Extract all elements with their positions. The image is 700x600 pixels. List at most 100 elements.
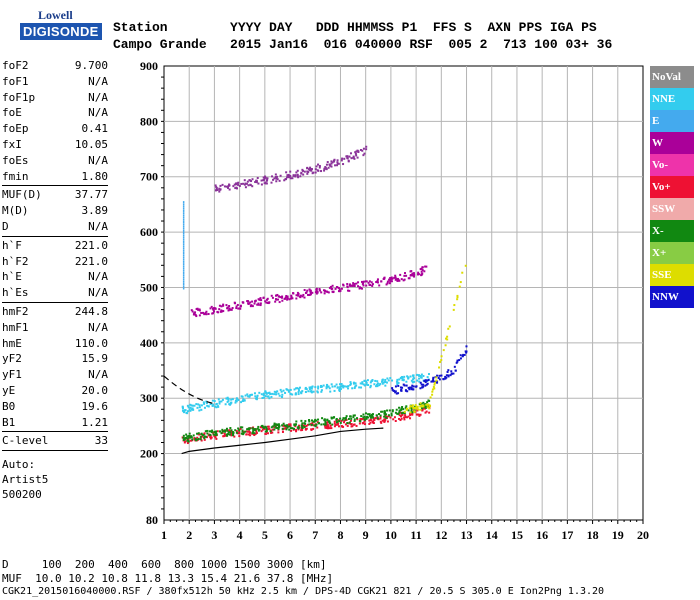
trace-point (285, 388, 288, 391)
trace-point (388, 282, 391, 285)
trace-point (221, 430, 224, 433)
param-name: D (2, 219, 9, 233)
trace-point (329, 390, 332, 393)
trace-point (315, 423, 318, 426)
trace-point (391, 379, 394, 382)
digisonde-logo: Lowell DIGISONDE (8, 4, 106, 48)
trace-point (233, 183, 236, 186)
trace-point (328, 286, 331, 289)
param-row: yE 20.0 (2, 383, 108, 399)
trace-point (368, 413, 371, 416)
trace-point (336, 420, 339, 423)
trace-point (182, 434, 185, 437)
trace-point (227, 399, 230, 402)
trace-point (338, 420, 341, 423)
trace-point (289, 392, 292, 395)
trace-point (314, 291, 317, 294)
trace-point (365, 417, 368, 420)
trace-point (243, 179, 246, 182)
spike-point (182, 254, 185, 257)
trace-point (362, 284, 365, 287)
trace-point (346, 282, 349, 285)
trace-point (354, 151, 357, 154)
trace-point (390, 412, 393, 415)
trace-point (383, 277, 386, 280)
trace-point (464, 350, 467, 353)
y-tick-label: 200 (140, 447, 158, 461)
trace-point (389, 377, 392, 380)
trace-point (431, 393, 434, 396)
trace-point (342, 163, 345, 166)
trace-point (276, 178, 279, 181)
trace-point (399, 273, 402, 276)
trace-point (218, 304, 221, 307)
trace-point (387, 414, 390, 417)
trace-point (315, 288, 318, 291)
spike-point (182, 227, 185, 230)
trace-point (408, 388, 411, 391)
trace-point (413, 377, 416, 380)
trace-point (223, 185, 226, 188)
param-name: h`E (2, 270, 22, 284)
trace-point (366, 379, 369, 382)
param-name: hmF2 (2, 304, 29, 318)
trace-point (234, 182, 237, 185)
trace-point (419, 402, 422, 405)
trace-point (210, 305, 213, 308)
trace-point (432, 376, 435, 379)
trace-point (227, 186, 230, 189)
trace-point (427, 379, 430, 382)
spike-point (182, 256, 185, 259)
trace-point (405, 384, 408, 387)
trace-point (282, 389, 285, 392)
trace-point (442, 349, 445, 352)
trace-point (221, 431, 224, 434)
trace-point (227, 309, 230, 312)
trace-point (433, 383, 436, 386)
trace-point (215, 437, 218, 440)
y-tick-label: 80 (146, 513, 158, 527)
x-tick-label: 3 (211, 528, 217, 542)
trace-point (294, 174, 297, 177)
trace-point (225, 304, 228, 307)
param-row: yF1 N/A (2, 367, 108, 383)
trace-point (303, 288, 306, 291)
trace-point (275, 294, 278, 297)
trace-point (286, 174, 289, 177)
trace-point (376, 278, 379, 281)
trace-point (336, 286, 339, 289)
trace-point (384, 413, 387, 416)
trace-point (212, 308, 215, 311)
trace-point (308, 386, 311, 389)
trace-point (309, 293, 312, 296)
trace-point (205, 400, 208, 403)
trace-point (408, 277, 411, 280)
trace-point (380, 421, 383, 424)
trace-point (343, 157, 346, 160)
trace-point (276, 293, 279, 296)
trace-point (191, 404, 194, 407)
trace-point (392, 389, 395, 392)
trace-point (200, 439, 203, 442)
trace-point (285, 171, 288, 174)
trace-point (433, 380, 436, 383)
param-value: N/A (88, 74, 108, 88)
trace-point (191, 407, 194, 410)
trace-point (410, 270, 413, 273)
auto-artist: Artist5 (2, 473, 49, 487)
trace-point (320, 385, 323, 388)
trace-point (189, 436, 192, 439)
trace-point (299, 296, 302, 299)
trace-point (197, 432, 200, 435)
trace-point (288, 428, 291, 431)
trace-point (458, 359, 461, 362)
trace-point (454, 369, 457, 372)
trace-point (393, 416, 396, 419)
trace-point (413, 275, 416, 278)
trace-point (244, 186, 247, 189)
trace-point (230, 308, 233, 311)
trace-point (320, 423, 323, 426)
trace-point (204, 435, 207, 438)
trace-point (424, 384, 427, 387)
trace-point (362, 154, 365, 157)
